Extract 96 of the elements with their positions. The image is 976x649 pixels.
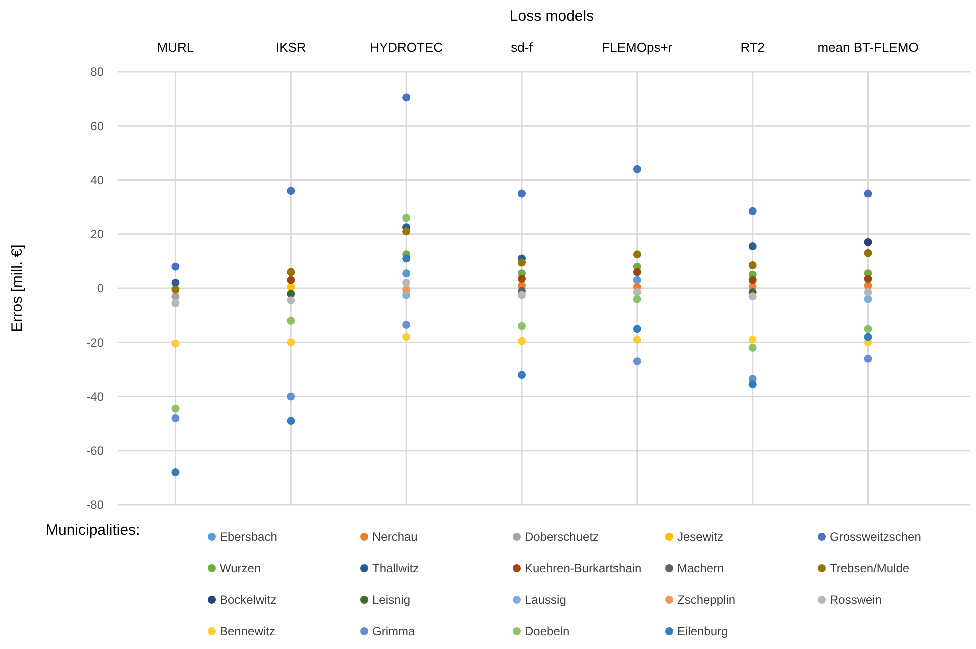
y-tick-label: 20 [90,228,104,242]
point [633,268,642,276]
point [633,336,642,344]
point [864,288,872,297]
legend-label: Jesewitz [678,530,724,544]
point [172,299,180,308]
point [633,288,642,297]
legend-label: Zschepplin [678,593,736,608]
legend-label: Thallwitz [372,562,420,576]
y-tick-label: -20 [86,336,104,350]
y-tick-label: 60 [90,119,104,134]
x-tick-label: FLEMOps+r [602,40,674,55]
point [172,414,180,422]
point [402,214,411,222]
point [518,275,526,284]
point [402,254,411,263]
point [402,94,411,102]
point [518,337,526,346]
legend-label: Laussig [525,593,566,608]
point [402,286,411,294]
legend-label: Eilenburg [678,624,728,639]
point [748,292,757,301]
y-tick-label: -80 [86,498,104,512]
legend-label: Bockelwitz [220,593,277,608]
point [518,371,526,380]
point [864,190,872,198]
point [864,238,872,246]
point [518,291,526,300]
y-axis-title: Erros [mill. €] [9,244,26,332]
legend-label: Rosswein [830,593,882,608]
legend-label: Ebersbach [220,530,278,544]
point [518,322,526,330]
point [748,242,757,251]
point [287,296,296,305]
legend-label: Trebsen/Mulde [830,562,910,576]
point [633,295,642,304]
x-tick-label: mean BT-FLEMO [818,40,919,55]
x-tick-label: IKSR [276,40,306,55]
point [172,279,180,288]
y-tick-label: 40 [90,173,104,188]
legend-label: Kuehren-Burkartshain [525,562,642,576]
legend-label: Doberschuetz [525,530,600,544]
x-tick-label: MURL [157,40,194,55]
point [633,250,642,259]
point [287,268,296,276]
point [864,325,872,334]
point [633,358,642,366]
point [172,404,180,413]
point [518,190,526,198]
x-tick-label: HYDROTEC [370,40,444,55]
y-tick-label: -60 [86,444,104,458]
legend-label: Machern [678,562,724,576]
point [748,276,757,284]
point [633,325,642,334]
y-tick-label: -40 [86,390,104,404]
legend-title: Municipalities: [46,522,140,539]
x-tick-label: sd-f [511,40,534,55]
point [402,228,411,236]
legend-label: Wurzen [220,562,262,576]
point [864,333,872,342]
point [748,344,757,352]
point [864,275,872,284]
point [287,316,296,325]
point [287,417,296,426]
point [633,165,642,174]
point [172,262,180,271]
point [172,340,180,348]
point [402,321,411,330]
point [864,354,872,363]
point [287,187,296,196]
point [172,286,180,294]
point [172,468,180,477]
point [402,270,411,278]
legend-label: Grossweitzschen [830,530,922,544]
point [748,336,757,344]
point [287,338,296,347]
point [633,276,642,284]
point [287,276,296,284]
point [287,290,296,298]
legend-label: Grimma [372,624,416,639]
point [402,333,411,342]
x-tick-label: RT2 [740,40,766,55]
point [402,279,411,288]
legend-label: Nerchau [372,530,418,544]
legend-label: Doebeln [525,624,570,639]
point [748,207,757,216]
point [518,258,526,267]
y-tick-label: 80 [90,65,104,80]
point [748,262,757,270]
legend-label: Leisnig [372,593,411,608]
y-tick-label: 0 [97,282,104,296]
point [864,249,872,258]
x-axis-title: Loss models [510,8,594,25]
legend-label: Bennewitz [220,624,276,639]
point [748,380,757,389]
point [287,392,296,401]
